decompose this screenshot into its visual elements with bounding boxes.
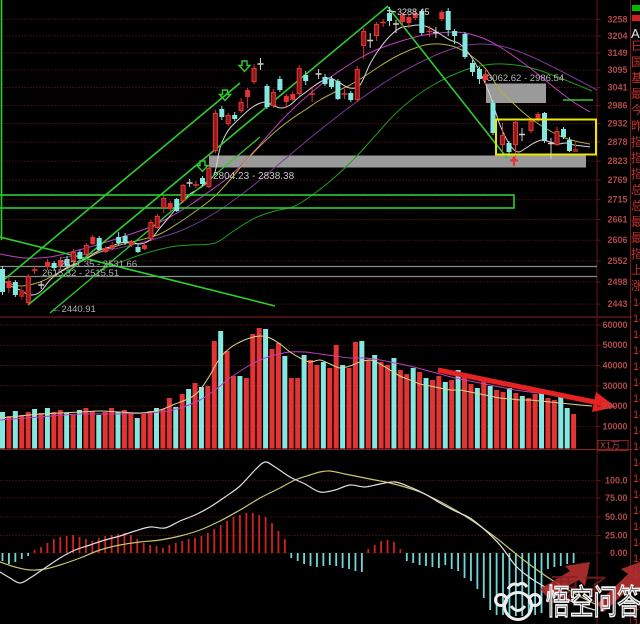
svg-text:14: 14	[633, 617, 640, 624]
svg-text:国: 国	[631, 55, 640, 69]
svg-text:2443: 2443	[607, 299, 627, 309]
svg-text:悟空问答: 悟空问答	[546, 584, 640, 622]
svg-text:3062.62 - 2986.54: 3062.62 - 2986.54	[487, 73, 564, 84]
svg-text:14: 14	[633, 425, 640, 437]
svg-text:50.00: 50.00	[605, 512, 628, 522]
svg-text:2661: 2661	[607, 215, 627, 225]
svg-text:指: 指	[631, 246, 640, 261]
svg-text:2606: 2606	[607, 235, 627, 245]
svg-text:指: 指	[631, 166, 640, 181]
svg-text:3095: 3095	[607, 65, 627, 75]
svg-text:0.00: 0.00	[610, 548, 628, 558]
svg-text:10000: 10000	[602, 421, 627, 431]
svg-text:2552: 2552	[607, 256, 627, 266]
svg-text:20000: 20000	[602, 401, 627, 411]
svg-text:40000: 40000	[602, 361, 627, 371]
svg-text:14: 14	[633, 585, 640, 597]
svg-text:2531.35 - 2531.66: 2531.35 - 2531.66	[60, 259, 137, 270]
svg-text:2823: 2823	[607, 156, 627, 166]
svg-text:日: 日	[631, 39, 640, 53]
svg-text:14: 14	[633, 473, 640, 485]
svg-text:A: A	[631, 26, 640, 41]
svg-text:3258: 3258	[607, 14, 627, 24]
svg-text:3288.45: 3288.45	[397, 7, 430, 17]
svg-text:30000: 30000	[602, 381, 627, 391]
svg-text:75.00: 75.00	[605, 493, 628, 503]
svg-text:X1万: X1万	[600, 441, 620, 451]
svg-text:14: 14	[633, 441, 640, 453]
svg-text:2986: 2986	[607, 101, 627, 111]
svg-text:14: 14	[633, 489, 640, 501]
svg-text:2932: 2932	[607, 119, 627, 129]
svg-text:最: 最	[631, 87, 640, 101]
svg-text:2878: 2878	[607, 137, 627, 147]
svg-text:14: 14	[633, 409, 640, 421]
svg-text:60000: 60000	[602, 320, 627, 330]
svg-text:50000: 50000	[602, 340, 627, 350]
svg-text:14: 14	[633, 521, 640, 533]
svg-text:3149: 3149	[607, 48, 627, 58]
svg-text:14: 14	[633, 553, 640, 565]
svg-text:涨: 涨	[631, 278, 640, 293]
svg-text:14: 14	[633, 329, 640, 341]
svg-text:14: 14	[633, 505, 640, 517]
svg-text:最: 最	[631, 231, 640, 245]
svg-text:3204: 3204	[607, 31, 627, 41]
svg-text:指: 指	[631, 150, 640, 165]
svg-text:14: 14	[633, 393, 640, 405]
svg-text:要子: 要子	[550, 574, 610, 607]
svg-text:3041: 3041	[607, 83, 627, 93]
svg-text:指: 指	[631, 134, 640, 149]
svg-text:14: 14	[633, 537, 640, 549]
svg-text:昨: 昨	[631, 119, 640, 133]
svg-text:上: 上	[631, 263, 640, 277]
svg-text:25.00: 25.00	[605, 531, 628, 541]
svg-text:2769: 2769	[607, 175, 627, 185]
svg-text:←2440.91: ←2440.91	[52, 304, 96, 315]
svg-text:100.0: 100.0	[605, 476, 628, 486]
svg-text:14: 14	[633, 313, 640, 325]
svg-text:14: 14	[633, 457, 640, 469]
svg-text:2804.23 - 2838.38: 2804.23 - 2838.38	[213, 171, 295, 182]
svg-text:今: 今	[631, 102, 640, 117]
svg-text:2715: 2715	[607, 195, 627, 205]
svg-text:2615.32 - 2515.51: 2615.32 - 2515.51	[42, 268, 119, 279]
svg-text:总: 总	[631, 183, 640, 197]
svg-text:最: 最	[631, 215, 640, 229]
svg-text:总: 总	[631, 199, 640, 213]
svg-text:2498: 2498	[607, 277, 627, 287]
svg-text:14: 14	[633, 297, 640, 309]
svg-text:14: 14	[633, 361, 640, 373]
svg-text:基: 基	[631, 71, 640, 85]
svg-text:14: 14	[633, 345, 640, 357]
svg-text:14: 14	[633, 377, 640, 389]
svg-text:14: 14	[633, 601, 640, 613]
